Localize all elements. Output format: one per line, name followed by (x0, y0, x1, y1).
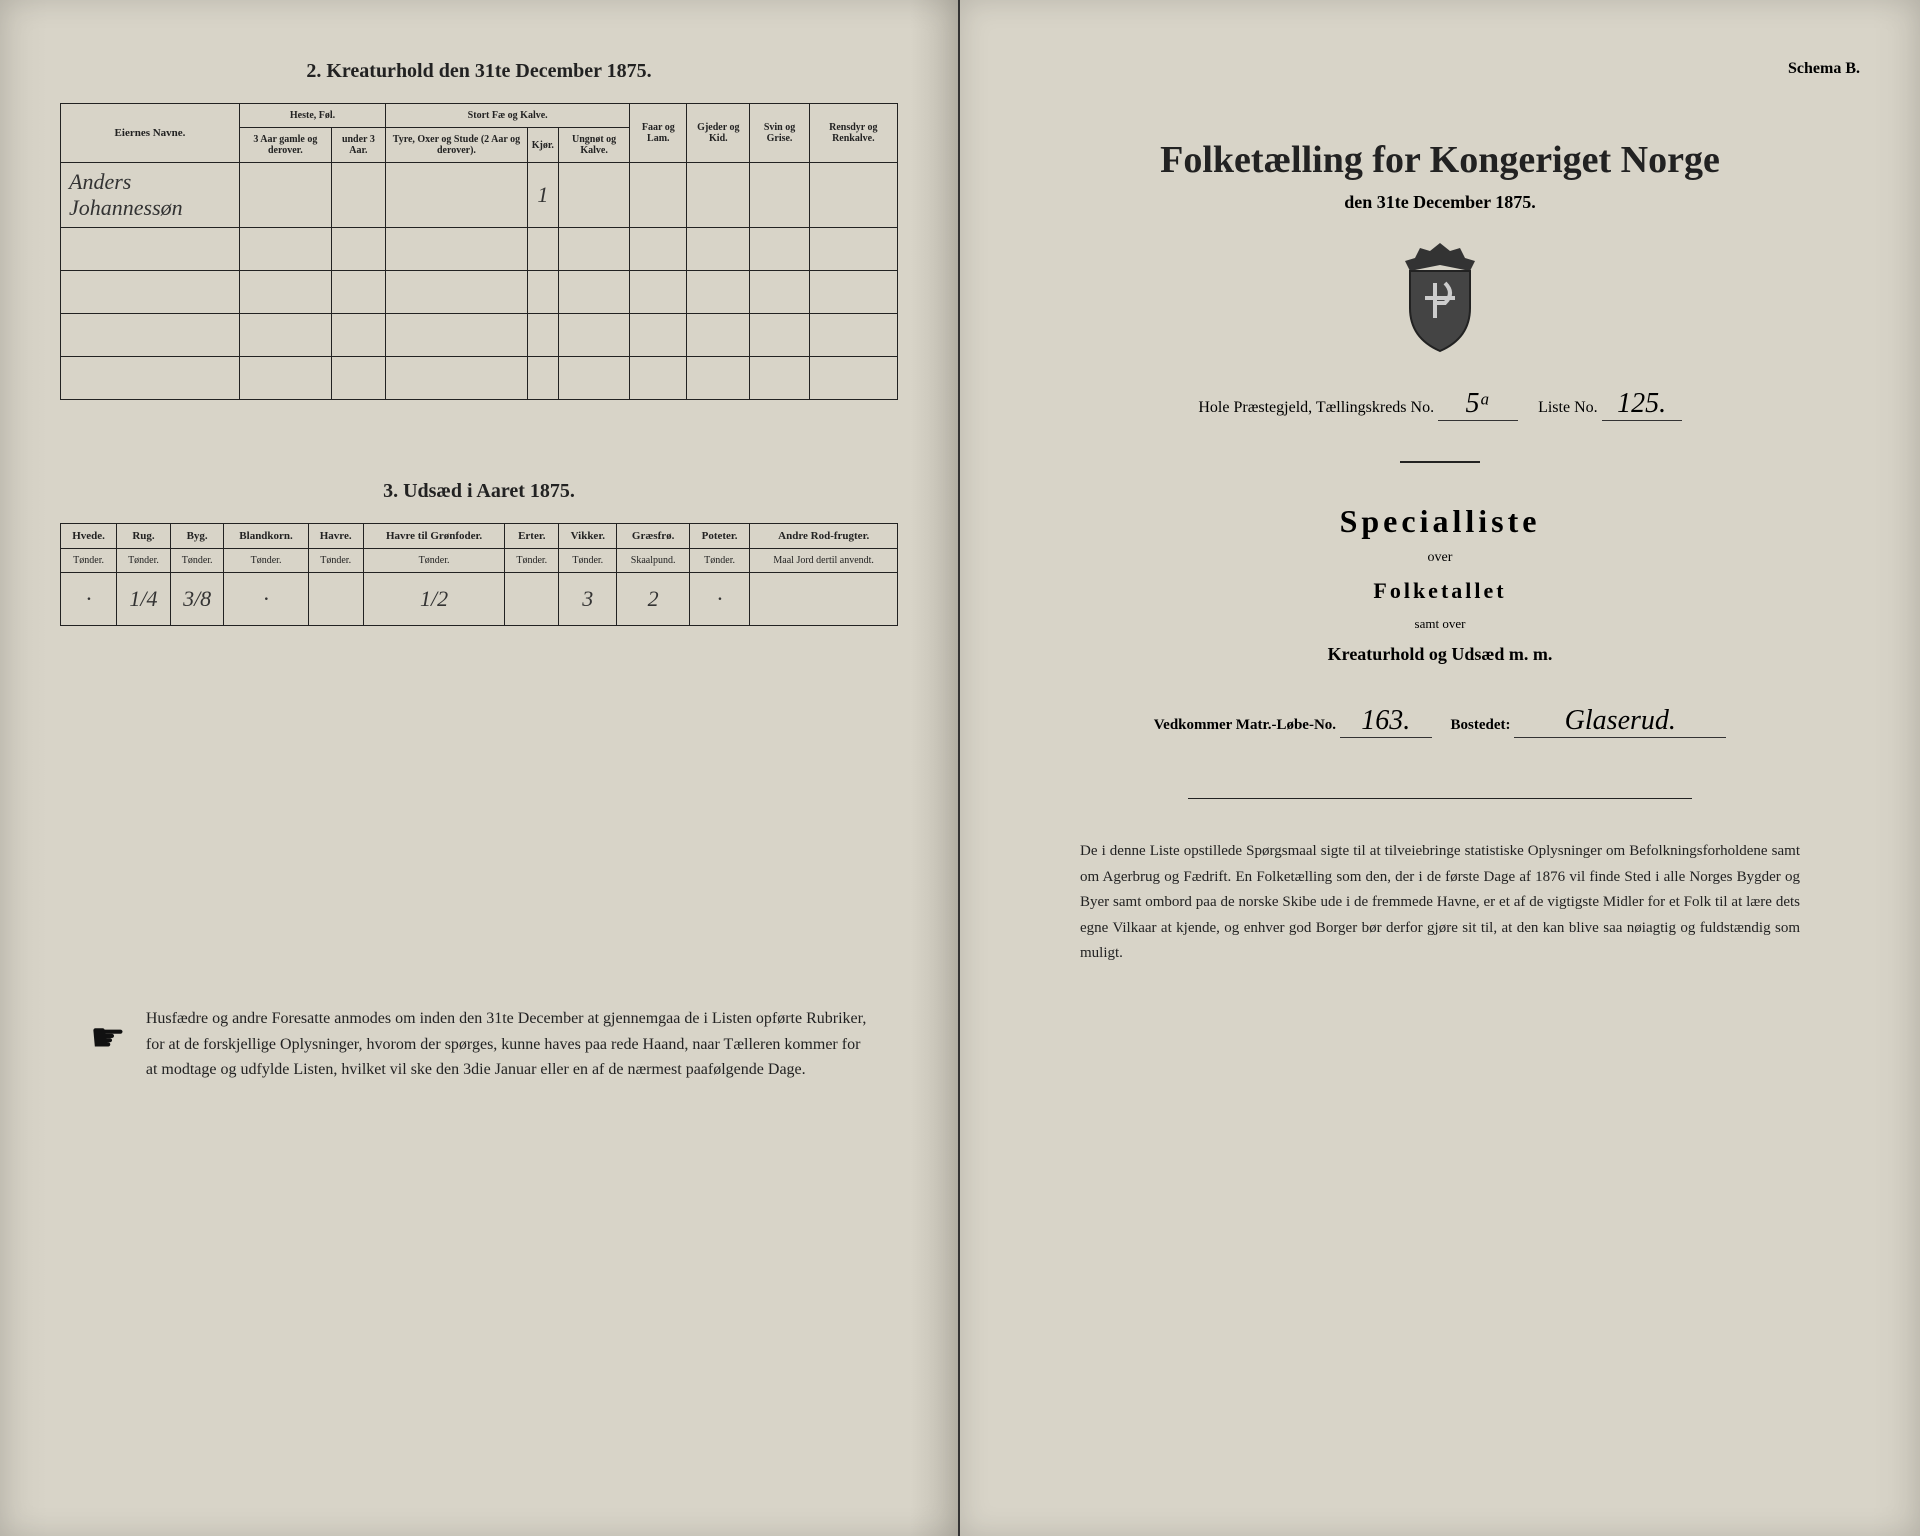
table-row (61, 271, 898, 314)
seed-value (308, 573, 363, 626)
seed-value: 1/4 (117, 573, 171, 626)
seed-table: Hvede.Rug.Byg.Blandkorn.Havre.Havre til … (60, 523, 898, 626)
seed-col-header: Rug. (117, 524, 171, 549)
cows-value: 1 (527, 163, 558, 228)
seed-col-unit: Tønder. (61, 549, 117, 573)
main-title: Folketælling for Kongeriget Norge (1020, 138, 1860, 182)
seed-value: 1/2 (363, 573, 505, 626)
section2-heading: 2. Kreaturhold den 31te December 1875. (60, 60, 898, 83)
table-row (61, 314, 898, 357)
col-goats: Gjeder og Kid. (687, 104, 750, 163)
left-page: 2. Kreaturhold den 31te December 1875. E… (0, 0, 960, 1536)
schema-label: Schema B. (1020, 60, 1860, 78)
pointing-hand-icon: ☛ (90, 1006, 126, 1083)
seed-value: · (61, 573, 117, 626)
bosted-label: Bostedet: (1451, 717, 1511, 733)
seed-value: · (689, 573, 750, 626)
specialliste-title: Specialliste (1020, 503, 1860, 540)
col-group-cattle: Stort Fæ og Kalve. (386, 104, 630, 128)
seed-col-unit: Tønder. (505, 549, 559, 573)
divider (1400, 461, 1480, 463)
seed-col-unit: Tønder. (170, 549, 224, 573)
long-divider (1188, 798, 1692, 799)
kreds-number: 5ᵃ (1438, 388, 1518, 421)
table-row (61, 357, 898, 400)
seed-value: · (224, 573, 308, 626)
seed-col-header: Græsfrø. (617, 524, 689, 549)
seed-col-header: Vikker. (559, 524, 617, 549)
over-label: over (1020, 550, 1860, 566)
seed-value (750, 573, 898, 626)
col-sheep: Faar og Lam. (630, 104, 687, 163)
seed-col-unit: Tønder. (689, 549, 750, 573)
seed-col-unit: Tønder. (363, 549, 505, 573)
seed-value (505, 573, 559, 626)
meta-line: Hole Præstegjeld, Tællingskreds No. 5ᵃ L… (1020, 388, 1860, 421)
seed-col-unit: Tønder. (117, 549, 171, 573)
seed-col-header: Erter. (505, 524, 559, 549)
samt-over-label: samt over (1020, 616, 1860, 632)
col-group-horses: Heste, Føl. (240, 104, 386, 128)
seed-col-header: Hvede. (61, 524, 117, 549)
seed-value: 3/8 (170, 573, 224, 626)
liste-number: 125. (1602, 388, 1682, 421)
col-pigs: Svin og Grise. (750, 104, 809, 163)
coat-of-arms-icon (1020, 243, 1860, 358)
seed-col-unit: Tønder. (559, 549, 617, 573)
col-horse-3plus: 3 Aar gamle og derover. (240, 128, 332, 163)
table-row: Anders Johannessøn 1 (61, 163, 898, 228)
seed-col-unit: Tønder. (308, 549, 363, 573)
owner-name-value: Anders Johannessøn (61, 163, 240, 228)
matr-number: 163. (1340, 705, 1432, 738)
seed-col-header: Havre til Grønfoder. (363, 524, 505, 549)
section3-heading: 3. Udsæd i Aaret 1875. (60, 480, 898, 503)
seed-col-header: Blandkorn. (224, 524, 308, 549)
col-calves: Ungnøt og Kalve. (558, 128, 629, 163)
right-page: Schema B. Folketælling for Kongeriget No… (960, 0, 1920, 1536)
bottom-paragraph: De i denne Liste opstillede Spørgsmaal s… (1020, 839, 1860, 967)
liste-label: Liste No. (1538, 399, 1598, 416)
col-reindeer: Rensdyr og Renkalve. (809, 104, 897, 163)
seed-value: 3 (559, 573, 617, 626)
col-cows: Kjør. (527, 128, 558, 163)
col-horse-under3: under 3 Aar. (331, 128, 385, 163)
vedkommer-line: Vedkommer Matr.-Løbe-No. 163. Bostedet: … (1020, 705, 1860, 738)
seed-col-header: Byg. (170, 524, 224, 549)
seed-col-header: Poteter. (689, 524, 750, 549)
table-row (61, 228, 898, 271)
col-bulls: Tyre, Oxer og Stude (2 Aar og derover). (386, 128, 528, 163)
seed-value: 2 (617, 573, 689, 626)
seed-col-unit: Tønder. (224, 549, 308, 573)
seed-col-unit: Skaalpund. (617, 549, 689, 573)
livestock-table: Eiernes Navne. Heste, Føl. Stort Fæ og K… (60, 103, 898, 400)
footer-text: Husfædre og andre Foresatte anmodes om i… (146, 1006, 868, 1083)
bosted-value: Glaserud. (1514, 705, 1726, 738)
seed-col-header: Havre. (308, 524, 363, 549)
vedkommer-label: Vedkommer Matr.-Løbe-No. (1154, 717, 1336, 733)
praestegjeld-label: Hole Præstegjeld, Tællingskreds No. (1198, 399, 1434, 416)
seed-col-header: Andre Rod-frugter. (750, 524, 898, 549)
col-owner-name: Eiernes Navne. (61, 104, 240, 163)
folketallet-label: Folketallet (1020, 578, 1860, 604)
subtitle: den 31te December 1875. (1020, 192, 1860, 213)
kreatur-label: Kreaturhold og Udsæd m. m. (1020, 644, 1860, 665)
footer-note: ☛ Husfædre og andre Foresatte anmodes om… (60, 1006, 898, 1083)
seed-col-unit: Maal Jord dertil anvendt. (750, 549, 898, 573)
